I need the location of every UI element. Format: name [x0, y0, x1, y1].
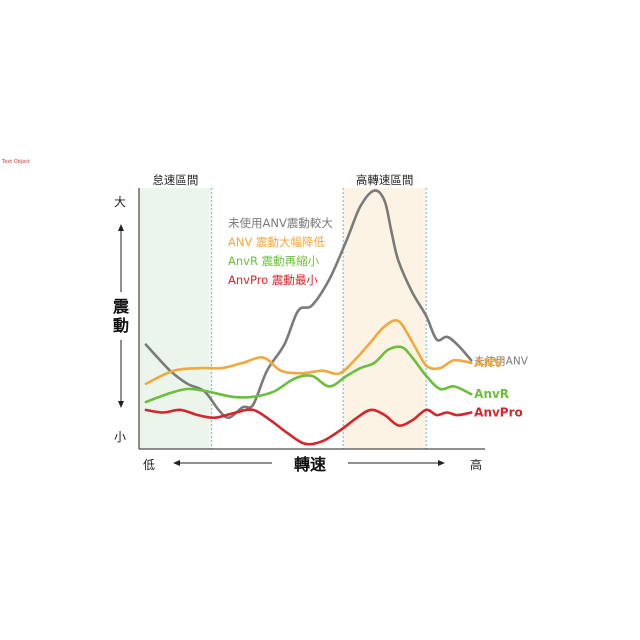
band-0: [139, 188, 212, 449]
series-end-label-2: AnvR: [474, 387, 509, 401]
legend-entry-1: ANV 震動大幅降低: [228, 235, 325, 249]
x-arrow-right-head: [438, 460, 445, 466]
y-arrow-down-head: [118, 401, 124, 408]
legend-entry-2: AnvR 震動再縮小: [228, 254, 320, 268]
series-end-label-0: 未使用ANV: [474, 354, 529, 367]
x-axis-title: 轉速: [294, 455, 326, 474]
y-high-label: 大: [114, 195, 126, 209]
x-low-label: 低: [143, 458, 155, 472]
x-high-label: 高: [470, 457, 482, 472]
axes-layer: 大小 震動低 高 轉速: [112, 188, 485, 474]
y-axis-title-char-0: 震: [112, 297, 130, 316]
legend-entry-0: 未使用ANV震動較大: [228, 216, 333, 230]
y-axis-title-char-1: 動: [113, 316, 129, 335]
series-line-0: [144, 189, 473, 420]
x-arrow-left-head: [173, 460, 180, 466]
band-1-label: 高轉速區間: [356, 173, 414, 187]
series-line-2: [144, 345, 473, 404]
legend-entry-3: AnvPro 震動最小: [228, 273, 318, 287]
corner-tag: Text Object: [2, 159, 30, 165]
band-0-label: 怠速區間: [152, 173, 198, 187]
y-low-label: 小: [114, 430, 126, 444]
series-line-3: [144, 408, 473, 446]
band-1: [343, 188, 427, 449]
legend-layer: 未使用ANV震動較大 ANV 震動大幅降低 AnvR 震動再縮小 AnvPro 震動最…: [228, 216, 333, 287]
series-end-label-1: ANV: [474, 356, 503, 370]
series-end-label-3: AnvPro: [474, 405, 523, 419]
bands-layer: 怠速區間 高轉速區間: [138, 173, 427, 449]
y-arrow-up-head: [118, 224, 124, 231]
series-line-1: [144, 319, 473, 386]
